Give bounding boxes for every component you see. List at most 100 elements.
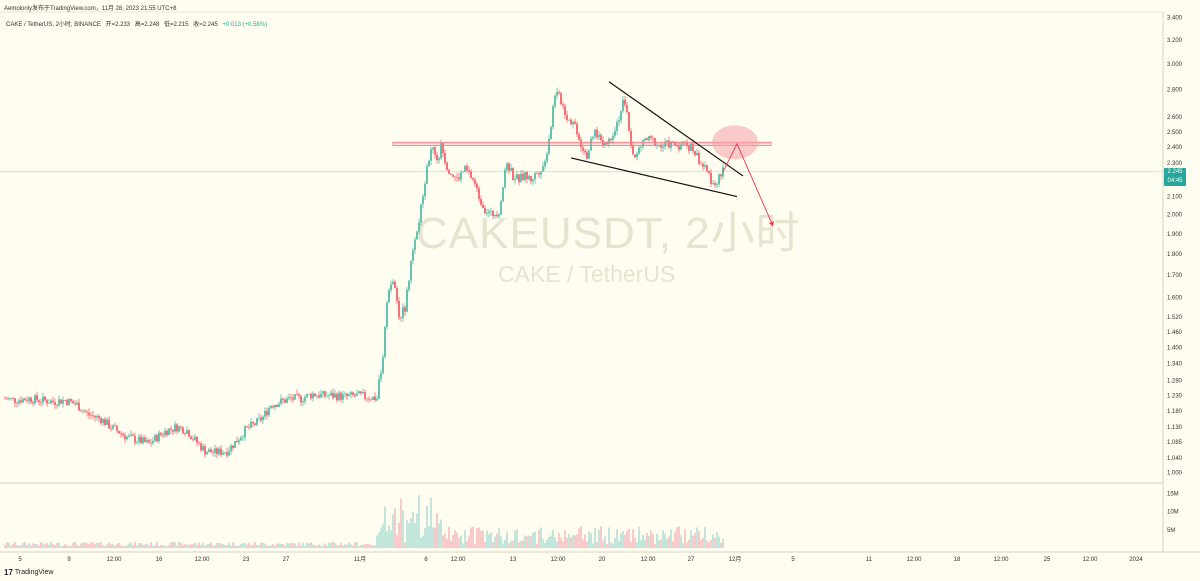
volume-bar — [672, 541, 674, 548]
candle-body — [252, 422, 254, 424]
volume-bar — [228, 543, 230, 548]
volume-bar — [698, 531, 700, 548]
candle-body — [600, 134, 602, 141]
volume-bar — [240, 544, 242, 548]
candle-body — [546, 153, 548, 162]
candle-body — [358, 391, 360, 394]
volume-bar — [94, 543, 96, 548]
candle-body — [154, 435, 156, 441]
candle-body — [464, 165, 466, 172]
candle-body — [96, 416, 98, 418]
volume-bar — [608, 527, 610, 548]
candle-body — [130, 434, 132, 436]
volume-bar — [192, 543, 194, 548]
volume-bar — [470, 527, 472, 548]
volume-bar — [262, 542, 264, 548]
candle-body — [102, 419, 104, 424]
volume-bar — [710, 539, 712, 548]
volume-bar — [582, 539, 584, 548]
candle-body — [560, 93, 562, 105]
volume-bar — [594, 527, 596, 548]
volume-bar — [246, 544, 248, 548]
time-tick-label: 16 — [156, 557, 163, 563]
volume-bar — [606, 544, 608, 548]
candle-body — [424, 183, 426, 197]
volume-bar — [196, 545, 198, 548]
volume-bar — [80, 543, 82, 548]
volume-bar — [566, 537, 568, 548]
volume-bar — [198, 542, 200, 548]
candle-body — [316, 395, 318, 397]
candle-body — [362, 392, 364, 394]
volume-bar — [278, 543, 280, 548]
volume-bar — [114, 545, 116, 548]
volume-bar — [424, 528, 426, 548]
candle-body — [82, 410, 84, 412]
candle-body — [256, 417, 258, 425]
volume-bar — [462, 543, 464, 548]
symbol-label[interactable]: CAKE / TetherUS, 2小时, BINANCE — [6, 22, 101, 28]
volume-bar — [84, 542, 86, 548]
candle-body — [64, 399, 66, 401]
candle-body — [132, 434, 134, 436]
volume-bar — [648, 535, 650, 548]
candle-body — [702, 163, 704, 167]
candle-body — [624, 99, 626, 105]
candle-body — [442, 142, 444, 154]
candle-body — [230, 445, 232, 452]
volume-bar — [244, 543, 246, 548]
volume-bar — [674, 532, 676, 548]
candle-body — [572, 121, 574, 125]
volume-bar — [308, 543, 310, 548]
candle-body — [640, 146, 642, 148]
candle-body — [66, 400, 68, 405]
volume-bar — [300, 545, 302, 548]
publisher-header: Aemolonly发布于TradingView.com，11月 28, 2023… — [4, 6, 177, 12]
footer-brand[interactable]: 17 TradingView — [4, 568, 53, 577]
volume-bar — [292, 543, 294, 548]
candle-body — [312, 393, 314, 399]
candle-body — [542, 166, 544, 172]
volume-bar — [500, 536, 502, 548]
candle-body — [264, 411, 266, 417]
volume-bar — [528, 535, 530, 548]
candle-body — [382, 356, 384, 374]
volume-bar — [440, 519, 442, 548]
candle-body — [48, 403, 50, 404]
volume-bar — [154, 545, 156, 548]
volume-bar — [494, 536, 496, 548]
volume-bar — [504, 539, 506, 548]
volume-bar — [132, 545, 134, 548]
price-tick-label: 2.000 — [1167, 213, 1183, 219]
volume-bar — [712, 534, 714, 548]
volume-bar — [526, 536, 528, 548]
watermark-symbol: CAKEUSDT, 2小时 — [416, 209, 801, 258]
candle-body — [352, 392, 354, 395]
time-tick-label: 12:00 — [993, 557, 1009, 563]
candle-body — [500, 201, 502, 215]
volume-bar — [226, 545, 228, 548]
volume-bar — [232, 542, 234, 548]
volume-bar — [716, 532, 718, 548]
volume-bar — [24, 542, 26, 548]
volume-tick-label: 10M — [1167, 510, 1179, 516]
volume-bar — [96, 542, 98, 548]
candle-body — [88, 412, 90, 416]
volume-bar — [44, 544, 46, 548]
candle-body — [294, 394, 296, 400]
candle-body — [248, 427, 250, 428]
time-tick-label: 12:00 — [1082, 557, 1098, 563]
candle-body — [108, 419, 110, 429]
volume-bar — [252, 544, 254, 548]
candle-body — [286, 398, 288, 403]
volume-bar — [538, 529, 540, 548]
volume-bar — [704, 526, 706, 548]
volume-bar — [660, 539, 662, 548]
candle-body — [392, 281, 394, 285]
volume-bar — [230, 545, 232, 548]
candle-body — [460, 172, 462, 180]
volume-bar — [224, 545, 226, 548]
candle-body — [344, 393, 346, 395]
volume-bar — [520, 541, 522, 548]
